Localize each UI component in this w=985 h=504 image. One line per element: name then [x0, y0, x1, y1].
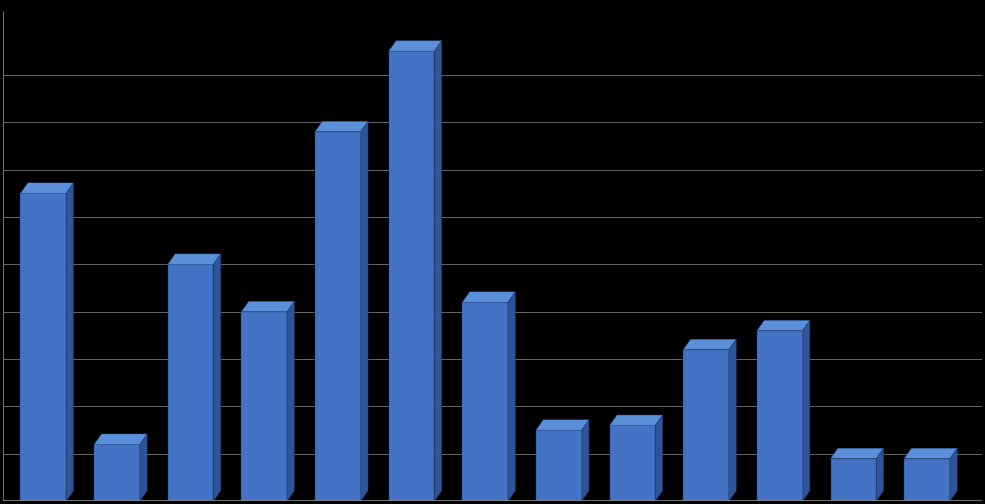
Polygon shape	[462, 292, 515, 302]
Polygon shape	[610, 425, 655, 501]
Polygon shape	[904, 459, 950, 501]
Polygon shape	[167, 254, 221, 264]
Polygon shape	[95, 445, 140, 501]
Polygon shape	[389, 41, 441, 51]
Polygon shape	[536, 420, 589, 430]
Polygon shape	[729, 339, 736, 501]
Polygon shape	[462, 302, 508, 501]
Polygon shape	[241, 311, 287, 501]
Polygon shape	[877, 448, 884, 501]
Polygon shape	[803, 320, 810, 501]
Polygon shape	[756, 331, 803, 501]
Polygon shape	[508, 292, 515, 501]
Polygon shape	[610, 415, 663, 425]
Polygon shape	[241, 301, 295, 311]
Polygon shape	[21, 193, 66, 501]
Polygon shape	[830, 448, 884, 459]
Polygon shape	[21, 183, 74, 193]
Polygon shape	[66, 183, 74, 501]
Polygon shape	[287, 301, 295, 501]
Polygon shape	[684, 339, 736, 350]
Polygon shape	[361, 121, 368, 501]
Polygon shape	[655, 415, 663, 501]
Polygon shape	[950, 448, 957, 501]
Polygon shape	[434, 41, 441, 501]
Polygon shape	[756, 320, 810, 331]
Polygon shape	[95, 434, 147, 445]
Polygon shape	[581, 420, 589, 501]
Polygon shape	[684, 350, 729, 501]
Polygon shape	[389, 51, 434, 501]
Polygon shape	[830, 459, 877, 501]
Polygon shape	[315, 121, 368, 132]
Polygon shape	[536, 430, 581, 501]
Polygon shape	[167, 264, 214, 501]
Polygon shape	[140, 434, 147, 501]
Polygon shape	[904, 448, 957, 459]
Polygon shape	[315, 132, 361, 501]
Polygon shape	[214, 254, 221, 501]
